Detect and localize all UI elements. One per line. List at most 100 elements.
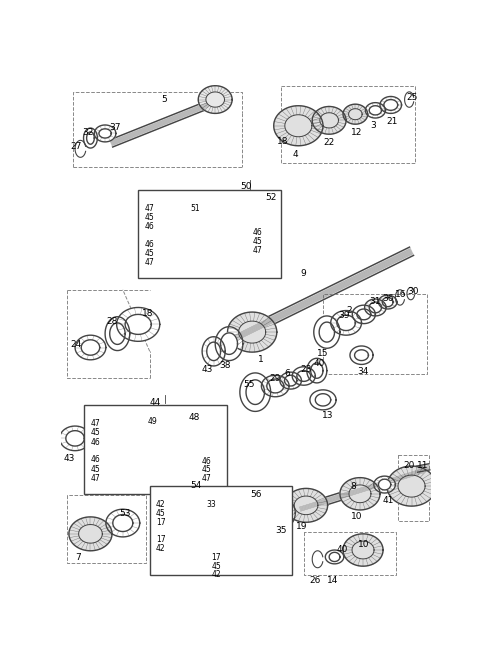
Polygon shape — [60, 426, 90, 450]
Text: 21: 21 — [386, 116, 397, 125]
Text: 45: 45 — [211, 562, 221, 571]
Text: 37: 37 — [109, 123, 120, 132]
Polygon shape — [277, 504, 291, 523]
Polygon shape — [105, 317, 130, 350]
Polygon shape — [110, 323, 125, 345]
Polygon shape — [117, 307, 160, 341]
Polygon shape — [307, 358, 327, 383]
Polygon shape — [163, 424, 218, 469]
Polygon shape — [99, 129, 111, 138]
Polygon shape — [311, 363, 323, 378]
Text: 47: 47 — [252, 246, 262, 255]
Text: 4: 4 — [292, 150, 298, 159]
Text: 46: 46 — [90, 455, 100, 464]
Text: 28: 28 — [106, 317, 117, 326]
Text: 40: 40 — [314, 359, 325, 368]
Polygon shape — [374, 476, 396, 493]
Polygon shape — [352, 305, 375, 324]
Text: 45: 45 — [252, 237, 262, 246]
Text: 56: 56 — [250, 490, 261, 499]
Polygon shape — [337, 315, 355, 331]
Text: 35: 35 — [275, 526, 287, 535]
Text: 45: 45 — [144, 213, 154, 222]
Text: 42: 42 — [211, 570, 221, 579]
Polygon shape — [113, 515, 133, 532]
Polygon shape — [297, 370, 311, 382]
Text: 27: 27 — [71, 142, 82, 151]
Text: 32: 32 — [83, 128, 94, 137]
Polygon shape — [380, 96, 402, 113]
Text: 40: 40 — [337, 545, 348, 554]
Text: 53: 53 — [119, 509, 131, 518]
Text: 8: 8 — [350, 482, 356, 491]
Bar — [124, 434, 127, 437]
Polygon shape — [325, 550, 344, 564]
Text: 46: 46 — [201, 457, 211, 466]
Text: 48: 48 — [188, 413, 200, 422]
Bar — [84, 405, 227, 494]
Text: 31: 31 — [369, 298, 381, 306]
Polygon shape — [365, 103, 385, 118]
Text: 23: 23 — [300, 365, 311, 374]
Text: 45: 45 — [90, 465, 100, 474]
Text: 45: 45 — [201, 465, 211, 474]
Text: 38: 38 — [219, 361, 230, 370]
Polygon shape — [238, 514, 285, 551]
Bar — [150, 486, 292, 575]
Text: 3: 3 — [371, 121, 376, 130]
Bar — [244, 552, 247, 554]
Polygon shape — [94, 125, 116, 142]
Text: 51: 51 — [191, 203, 200, 213]
Polygon shape — [215, 327, 243, 361]
Polygon shape — [378, 295, 397, 309]
Polygon shape — [365, 299, 386, 316]
Text: 47: 47 — [90, 474, 100, 483]
Text: 47: 47 — [144, 203, 154, 213]
Text: 43: 43 — [63, 454, 75, 463]
Text: 5: 5 — [161, 95, 167, 104]
Polygon shape — [350, 346, 373, 365]
Text: 9: 9 — [300, 269, 306, 278]
Text: 11: 11 — [417, 462, 429, 471]
Text: 14: 14 — [327, 576, 338, 585]
Polygon shape — [267, 379, 284, 393]
Polygon shape — [75, 335, 106, 360]
Polygon shape — [312, 107, 346, 134]
Polygon shape — [329, 552, 340, 562]
Polygon shape — [384, 99, 398, 111]
Polygon shape — [234, 510, 289, 554]
Text: 36: 36 — [382, 294, 394, 303]
Text: 10: 10 — [351, 512, 362, 521]
Text: 26: 26 — [309, 576, 321, 585]
Text: 42: 42 — [156, 500, 166, 509]
Bar — [191, 459, 193, 462]
Polygon shape — [285, 488, 328, 523]
Text: 2: 2 — [346, 306, 352, 315]
Bar — [241, 231, 244, 233]
Text: 52: 52 — [265, 194, 276, 203]
Text: 17: 17 — [211, 553, 221, 562]
Bar — [124, 455, 127, 458]
Polygon shape — [246, 380, 264, 404]
Text: 18: 18 — [142, 309, 154, 318]
Bar — [179, 240, 182, 243]
Polygon shape — [315, 394, 331, 406]
Text: 55: 55 — [244, 380, 255, 389]
Text: 46: 46 — [252, 228, 262, 237]
Polygon shape — [217, 247, 414, 350]
Text: 44: 44 — [150, 398, 161, 406]
Text: 1: 1 — [258, 355, 264, 364]
Polygon shape — [168, 428, 214, 465]
Polygon shape — [387, 466, 436, 506]
Polygon shape — [221, 333, 238, 354]
Text: 45: 45 — [144, 249, 154, 258]
Text: 45: 45 — [156, 509, 166, 518]
Polygon shape — [200, 208, 246, 245]
Polygon shape — [274, 499, 295, 527]
Polygon shape — [319, 322, 335, 342]
Bar — [182, 219, 185, 222]
Polygon shape — [198, 86, 232, 113]
Text: 7: 7 — [75, 553, 81, 562]
Polygon shape — [66, 431, 84, 446]
Text: 30: 30 — [408, 287, 419, 296]
